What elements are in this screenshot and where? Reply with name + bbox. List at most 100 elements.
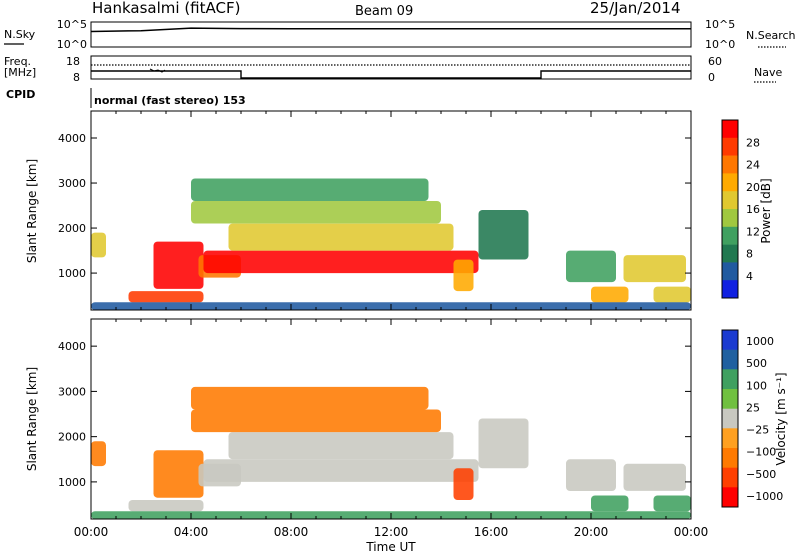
velocity-blob	[228, 432, 454, 460]
freq-tick-top: 18	[66, 55, 80, 68]
power-blob	[228, 223, 454, 251]
velocity-colorbar-label: Velocity [m s⁻¹]	[774, 372, 788, 465]
power-colorbar-label: Power [dB]	[759, 178, 773, 243]
power-blob	[91, 232, 106, 258]
nave-tick-bottom: 0	[708, 71, 715, 84]
power-colorbar-segment	[722, 226, 738, 245]
nsky-label: N.Sky	[4, 28, 36, 41]
velocity-colorbar-segment	[722, 487, 738, 508]
nsky-tick-bottom: 10^0	[57, 38, 87, 51]
velocity-blob	[191, 386, 429, 410]
velocity-colorbar: Velocity [m s⁻¹] 1000 500 100 25 −25 −100 −500…	[721, 329, 788, 508]
velocity-colorbar-tick: −25	[746, 424, 769, 437]
power-ytick-label: 2000	[58, 222, 86, 235]
velocity-ytick-label: 1000	[58, 476, 86, 489]
x-tick-label: 00:00	[74, 525, 109, 539]
x-tick-label: 04:00	[174, 525, 209, 539]
nsky-series-line	[90, 27, 691, 33]
power-colorbar-segment	[722, 280, 738, 299]
x-tick-label: 00:00	[674, 525, 709, 539]
power-blob	[566, 250, 616, 283]
freq-label-2: [MHz]	[4, 66, 36, 79]
power-blob	[128, 291, 204, 303]
power-blob	[191, 178, 429, 201]
power-colorbar-segment	[722, 262, 738, 281]
x-tick-label: 20:00	[574, 525, 609, 539]
power-blob	[591, 286, 629, 303]
nsky-tick-top: 10^5	[57, 18, 87, 31]
power-data-group	[91, 178, 691, 310]
velocity-colorbar-segment	[722, 467, 738, 488]
power-colorbar-tick: 28	[746, 136, 760, 149]
velocity-colorbar-tick: 1000	[746, 335, 774, 348]
velocity-colorbar-segment	[722, 408, 738, 429]
date-title: 25/Jan/2014	[590, 0, 681, 17]
velocity-blob	[623, 463, 686, 491]
velocity-colorbar-tick: −1000	[746, 490, 783, 503]
power-blob	[478, 210, 529, 260]
velocity-blob	[203, 459, 479, 482]
velocity-ylabel: Slant Range [km]	[25, 367, 39, 471]
velocity-colorbar-tick: 25	[746, 401, 760, 414]
power-colorbar: Power [dB] 28 24 20 16 12 8 4	[721, 119, 773, 299]
velocity-blob	[591, 495, 629, 512]
power-yticks: 1000 2000 3000 4000	[58, 132, 691, 280]
power-panel: 1000 2000 3000 4000 Slant Range [km]	[25, 110, 692, 311]
nave-label: Nave	[754, 66, 782, 79]
velocity-blob	[453, 468, 474, 500]
power-ytick-label: 1000	[58, 267, 86, 280]
freq-tick-bottom: 8	[73, 71, 80, 84]
velocity-ytick-label: 4000	[58, 340, 86, 353]
velocity-blob	[128, 500, 204, 512]
nsky-strip-frame	[90, 21, 692, 48]
velocity-colorbar-segment	[722, 369, 738, 390]
velocity-blob	[478, 418, 529, 469]
power-colorbar-segment	[722, 137, 738, 156]
velocity-colorbar-tick: 500	[746, 357, 767, 370]
cpid-label: CPID	[6, 88, 35, 101]
velocity-blob	[91, 441, 106, 467]
x-tick-label: 16:00	[474, 525, 509, 539]
power-colorbar-tick: 12	[746, 225, 760, 238]
power-colorbar-tick: 24	[746, 159, 760, 172]
nsearch-tick-top: 10^5	[705, 18, 735, 31]
power-colorbar-segment	[722, 209, 738, 228]
velocity-colorbar-segment	[722, 349, 738, 370]
power-blob	[191, 201, 441, 224]
velocity-blob	[653, 495, 691, 512]
beam-title: Beam 09	[355, 4, 413, 19]
freq-label-1: Freq.	[4, 55, 31, 68]
power-colorbar-segment	[722, 191, 738, 210]
velocity-colorbar-segment	[722, 448, 738, 468]
cpid-text: normal (fast stereo) 153	[94, 94, 246, 107]
velocity-colorbar-segment	[722, 389, 738, 409]
power-colorbar-frame	[721, 119, 739, 299]
velocity-blob	[191, 409, 441, 433]
velocity-yticks: 1000 2000 3000 4000	[58, 340, 691, 489]
x-axis: 00:00 04:00 08:00 12:00 16:00 20:00 00:00	[74, 111, 709, 539]
power-colorbar-tick: 8	[746, 248, 753, 261]
freq-blip	[149, 68, 166, 73]
nsearch-tick-bottom: 10^0	[705, 38, 735, 51]
velocity-colorbar-segment	[722, 428, 738, 449]
station-title: Hankasalmi (fitACF)	[92, 0, 240, 17]
velocity-colorbar-tick: −100	[746, 446, 776, 459]
power-blob	[153, 241, 204, 289]
velocity-ytick-label: 3000	[58, 385, 86, 398]
power-colorbar-tick: 16	[746, 203, 760, 216]
power-blob	[623, 255, 686, 283]
nave-series-line	[91, 70, 691, 79]
power-ytick-label: 3000	[58, 177, 86, 190]
power-blob	[453, 259, 474, 292]
power-colorbar-segment	[722, 120, 738, 139]
power-blob	[653, 286, 691, 303]
velocity-ytick-label: 2000	[58, 431, 86, 444]
velocity-colorbar-frame	[721, 329, 739, 508]
velocity-colorbar-tick: 100	[746, 379, 767, 392]
x-tick-label: 08:00	[274, 525, 309, 539]
velocity-panel: 1000 2000 3000 4000 Slant Range [km]	[25, 318, 692, 520]
power-ytick-label: 4000	[58, 132, 86, 145]
power-ylabel: Slant Range [km]	[25, 159, 39, 263]
power-blob	[203, 250, 479, 274]
